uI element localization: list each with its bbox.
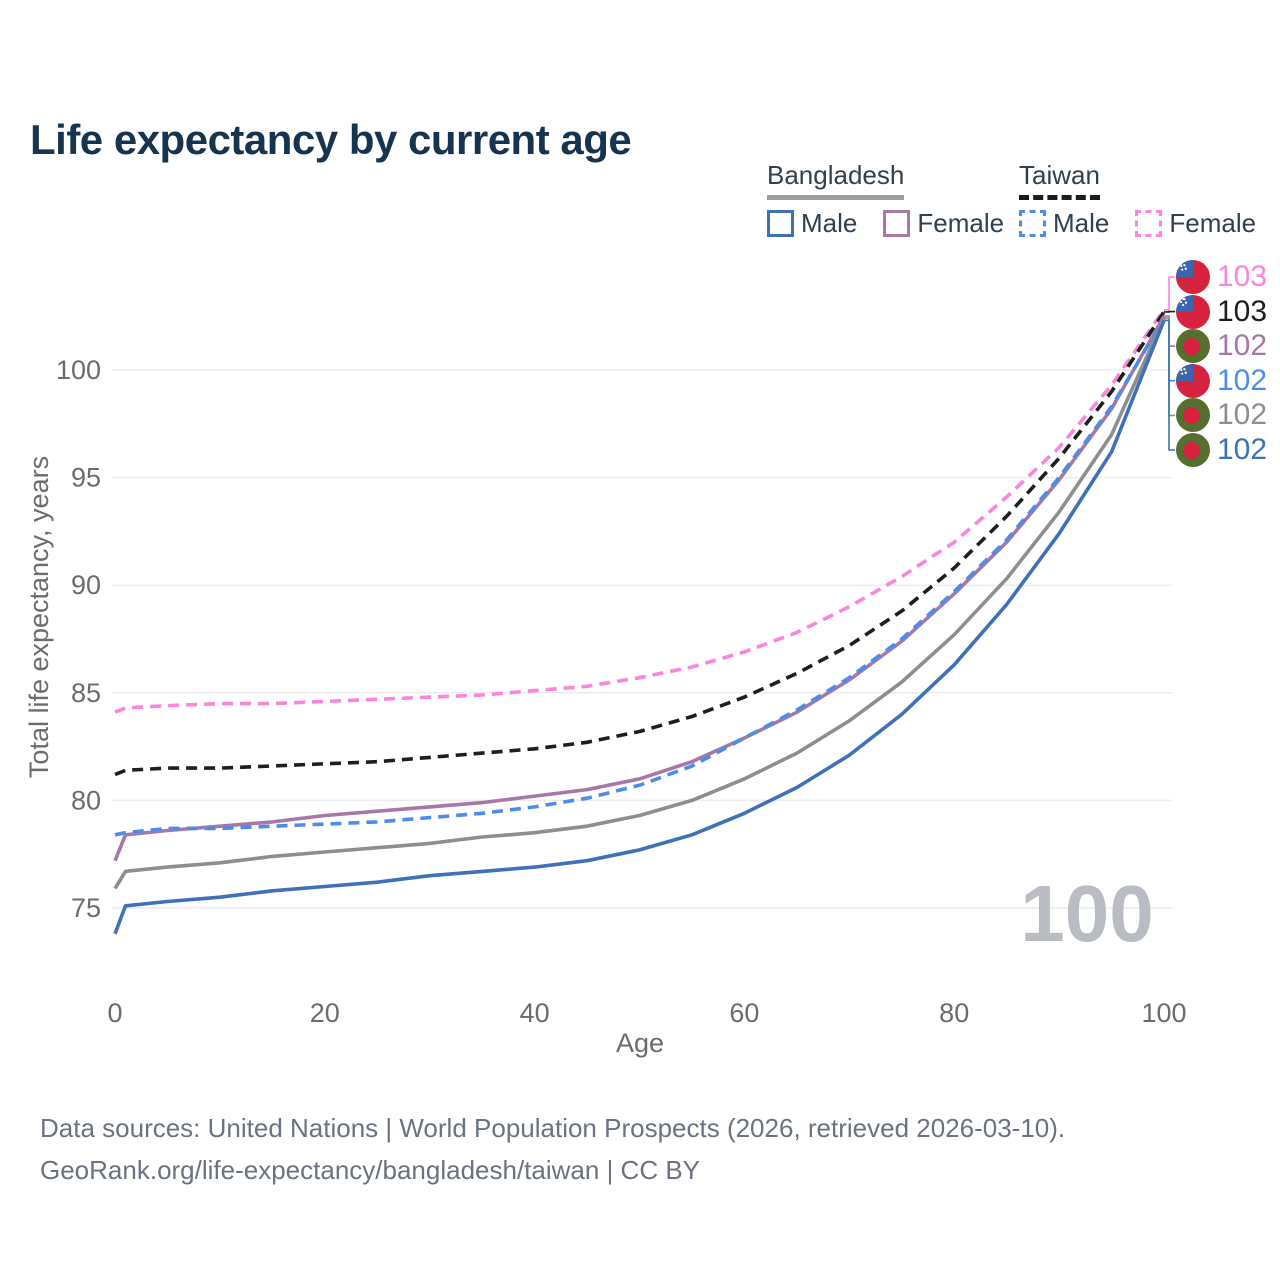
legend-swatch-taiwan-male	[1019, 210, 1046, 237]
series-line-taiwan-total[interactable]	[114, 310, 1166, 777]
leader-line-taiwan-female	[1164, 276, 1175, 311]
footer-sources-line: Data sources: United Nations | World Pop…	[40, 1113, 1066, 1143]
series-line-taiwan-female[interactable]	[114, 308, 1166, 714]
hover-age-watermark: 100	[1020, 869, 1153, 958]
x-tick-0: 0	[107, 998, 122, 1028]
series-line-bangladesh-female[interactable]	[113, 315, 1166, 862]
x-tick-80: 80	[939, 998, 969, 1028]
series-line-taiwan-male[interactable]	[114, 317, 1166, 837]
legend-swatch-bangladesh-male	[767, 210, 794, 237]
legend-item-taiwan-male[interactable]: Male	[1019, 208, 1109, 239]
x-tick-100: 100	[1141, 998, 1186, 1028]
legend-label-taiwan-female: Female	[1169, 208, 1257, 238]
x-tick-60: 60	[729, 998, 759, 1028]
legend-label-taiwan-male: Male	[1053, 208, 1110, 238]
y-axis-title: Total life expectancy, years	[24, 456, 54, 778]
y-tick-90: 90	[71, 570, 101, 600]
legend: Bangladesh Male Female Taiwan Male Femal…	[0, 160, 1280, 250]
legend-group-taiwan: Taiwan Male Female	[1019, 160, 1256, 239]
leader-line-bangladesh-male	[1164, 319, 1175, 451]
legend-country-bangladesh[interactable]: Bangladesh	[767, 160, 905, 200]
y-tick-85: 85	[71, 678, 101, 708]
series-line-bangladesh-total[interactable]	[113, 317, 1166, 890]
y-tick-75: 75	[71, 893, 101, 923]
legend-item-bangladesh-female[interactable]: Female	[883, 208, 1004, 239]
series-line-bangladesh-male[interactable]	[113, 319, 1166, 935]
x-tick-40: 40	[520, 998, 550, 1028]
legend-swatch-bangladesh-female	[883, 210, 911, 237]
legend-item-taiwan-female[interactable]: Female	[1135, 208, 1256, 239]
page-title: Life expectancy by current age	[30, 116, 632, 164]
legend-label-bangladesh-female: Female	[917, 208, 1005, 238]
legend-item-bangladesh-male[interactable]: Male	[767, 208, 857, 239]
footer-attribution-line: GeoRank.org/life-expectancy/bangladesh/t…	[40, 1154, 701, 1185]
legend-label-bangladesh-male: Male	[801, 208, 858, 238]
legend-swatch-taiwan-female	[1135, 210, 1163, 237]
x-tick-20: 20	[310, 998, 340, 1028]
x-axis-title: Age	[616, 1028, 664, 1058]
y-tick-80: 80	[71, 785, 101, 815]
footer: Data sources: United Nations | World Pop…	[40, 1108, 1065, 1191]
legend-group-bangladesh: Bangladesh Male Female	[767, 160, 1004, 239]
y-tick-95: 95	[71, 463, 101, 493]
legend-country-taiwan[interactable]: Taiwan	[1019, 160, 1100, 200]
y-tick-100: 100	[56, 355, 101, 385]
